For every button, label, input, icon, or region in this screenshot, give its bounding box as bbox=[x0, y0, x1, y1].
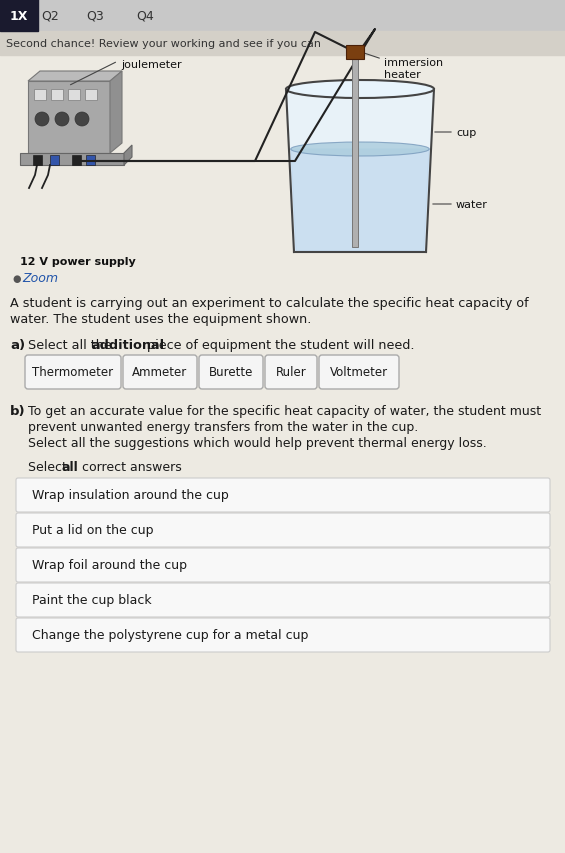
Ellipse shape bbox=[286, 81, 434, 99]
Bar bbox=[72, 156, 81, 165]
Text: Q2: Q2 bbox=[41, 9, 59, 22]
Text: Select all the suggestions which would help prevent thermal energy loss.: Select all the suggestions which would h… bbox=[28, 437, 487, 450]
Polygon shape bbox=[291, 150, 429, 252]
Text: piece of equipment the student will need.: piece of equipment the student will need… bbox=[143, 339, 415, 351]
Text: Voltmeter: Voltmeter bbox=[330, 366, 388, 379]
Polygon shape bbox=[28, 72, 122, 82]
Bar bbox=[20, 154, 124, 165]
Text: Zoom: Zoom bbox=[22, 272, 58, 285]
Bar bbox=[34, 90, 46, 101]
Text: 1X: 1X bbox=[10, 9, 28, 22]
Ellipse shape bbox=[291, 142, 429, 157]
Text: Put a lid on the cup: Put a lid on the cup bbox=[32, 524, 154, 537]
Bar bbox=[28, 82, 110, 154]
Text: a): a) bbox=[10, 339, 25, 351]
FancyBboxPatch shape bbox=[16, 514, 550, 548]
Text: Ammeter: Ammeter bbox=[132, 366, 188, 379]
Bar bbox=[85, 90, 97, 101]
Text: additional: additional bbox=[91, 339, 164, 351]
FancyBboxPatch shape bbox=[25, 356, 121, 390]
Bar bbox=[352, 48, 358, 247]
Text: Thermometer: Thermometer bbox=[32, 366, 114, 379]
Bar bbox=[346, 46, 364, 60]
Circle shape bbox=[35, 113, 49, 127]
FancyBboxPatch shape bbox=[319, 356, 399, 390]
Text: Change the polystyrene cup for a metal cup: Change the polystyrene cup for a metal c… bbox=[32, 629, 308, 641]
Text: immersion
heater: immersion heater bbox=[384, 58, 443, 79]
Bar bbox=[33, 156, 42, 165]
Text: water. The student uses the equipment shown.: water. The student uses the equipment sh… bbox=[10, 313, 311, 326]
Text: all: all bbox=[62, 461, 79, 473]
FancyBboxPatch shape bbox=[16, 479, 550, 513]
Polygon shape bbox=[124, 146, 132, 165]
Text: To get an accurate value for the specific heat capacity of water, the student mu: To get an accurate value for the specifi… bbox=[28, 404, 541, 417]
Text: cup: cup bbox=[456, 128, 476, 138]
Text: Select all the: Select all the bbox=[28, 339, 116, 351]
Bar bbox=[86, 156, 95, 165]
Circle shape bbox=[55, 113, 69, 127]
FancyBboxPatch shape bbox=[16, 618, 550, 653]
Bar bbox=[0, 0, 565, 32]
FancyBboxPatch shape bbox=[123, 356, 197, 390]
Bar bbox=[50, 156, 59, 165]
FancyBboxPatch shape bbox=[265, 356, 317, 390]
Polygon shape bbox=[110, 72, 122, 154]
Polygon shape bbox=[286, 90, 434, 252]
Text: Select: Select bbox=[28, 461, 71, 473]
Bar bbox=[51, 90, 63, 101]
Text: Q4: Q4 bbox=[136, 9, 154, 22]
Circle shape bbox=[75, 113, 89, 127]
Text: Second chance! Review your working and see if you can: Second chance! Review your working and s… bbox=[6, 39, 321, 49]
Text: correct answers: correct answers bbox=[78, 461, 182, 473]
Text: Ruler: Ruler bbox=[276, 366, 306, 379]
Bar bbox=[68, 90, 80, 101]
FancyBboxPatch shape bbox=[16, 583, 550, 618]
Text: 12 V power supply: 12 V power supply bbox=[20, 257, 136, 267]
Text: Paint the cup black: Paint the cup black bbox=[32, 594, 151, 606]
Text: b): b) bbox=[10, 404, 25, 417]
FancyBboxPatch shape bbox=[199, 356, 263, 390]
Text: prevent unwanted energy transfers from the water in the cup.: prevent unwanted energy transfers from t… bbox=[28, 421, 418, 433]
Bar bbox=[0, 32, 565, 56]
Text: joulemeter: joulemeter bbox=[121, 60, 181, 70]
Text: ●: ● bbox=[12, 274, 20, 284]
Text: Wrap foil around the cup: Wrap foil around the cup bbox=[32, 559, 187, 572]
Text: Q3: Q3 bbox=[86, 9, 104, 22]
Text: Burette: Burette bbox=[209, 366, 253, 379]
FancyBboxPatch shape bbox=[16, 548, 550, 583]
Text: Wrap insulation around the cup: Wrap insulation around the cup bbox=[32, 489, 229, 502]
Text: water: water bbox=[456, 200, 488, 210]
Text: A student is carrying out an experiment to calculate the specific heat capacity : A student is carrying out an experiment … bbox=[10, 297, 529, 310]
Bar bbox=[0, 0, 38, 32]
